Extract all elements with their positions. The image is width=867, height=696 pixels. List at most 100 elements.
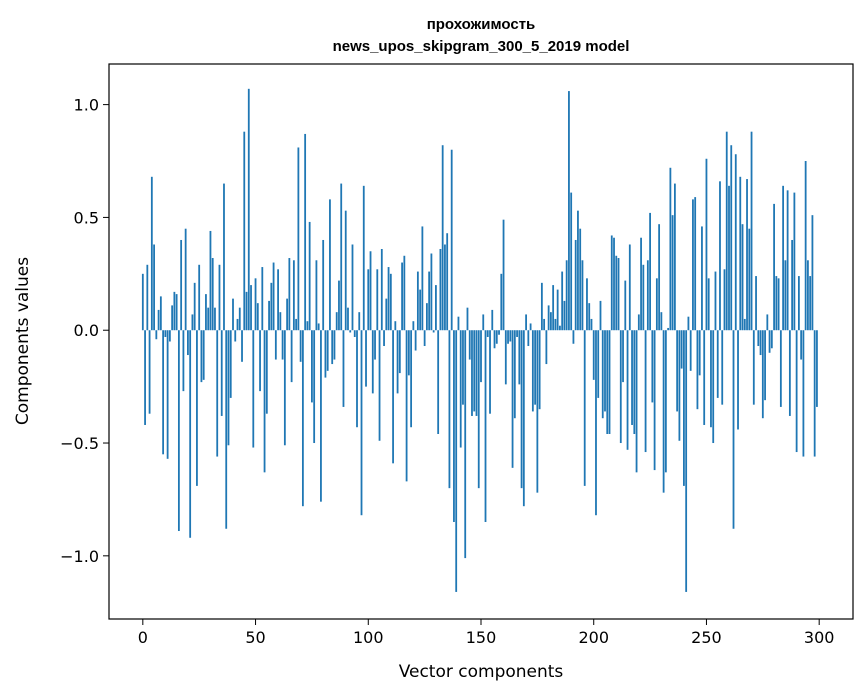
bar [250, 285, 252, 331]
bar [455, 330, 458, 592]
bar [401, 262, 403, 331]
bar [527, 330, 530, 347]
bar [714, 271, 717, 331]
bar [196, 330, 198, 486]
bar [245, 291, 248, 331]
bar [723, 269, 726, 331]
x-tick-label: 300 [804, 628, 835, 647]
bar [664, 330, 667, 473]
bar [374, 330, 376, 360]
bar [635, 330, 638, 473]
bar [489, 330, 491, 414]
bar [502, 219, 505, 331]
bar [444, 244, 446, 331]
bar [475, 330, 478, 416]
bar [549, 312, 552, 331]
bar [320, 330, 322, 502]
bar [283, 330, 286, 446]
bar [581, 260, 584, 331]
bar [705, 158, 708, 331]
bar [369, 251, 372, 331]
bar [588, 303, 591, 331]
bar [516, 330, 518, 337]
bar [545, 330, 548, 365]
bar [141, 273, 144, 331]
bar [403, 255, 406, 331]
bar [622, 330, 624, 383]
bar [367, 269, 370, 331]
bar [263, 330, 266, 473]
bar [281, 330, 284, 360]
bar [315, 260, 318, 331]
bar [669, 167, 672, 331]
bar [311, 330, 313, 403]
bar [274, 330, 277, 360]
bar [595, 330, 597, 516]
bar [378, 330, 381, 441]
bar [347, 307, 349, 331]
bar [782, 185, 785, 331]
bar [692, 199, 694, 331]
bar [561, 271, 564, 331]
bar [414, 330, 417, 351]
bar [297, 147, 300, 331]
bar [538, 330, 541, 410]
bar [732, 330, 735, 529]
bar [229, 330, 232, 398]
bar [335, 312, 338, 331]
bar [761, 330, 764, 419]
bar [484, 330, 487, 522]
bar [552, 285, 555, 331]
bar [428, 271, 431, 331]
bar [189, 330, 192, 538]
bar [644, 330, 647, 453]
bar [466, 307, 469, 331]
bar [721, 330, 724, 405]
bar [642, 264, 645, 331]
y-axis-ticks: −1.0 −0.5 0.0 0.5 1.0 [60, 96, 109, 566]
bar [791, 239, 794, 331]
bar [220, 330, 223, 416]
bar [615, 255, 618, 331]
y-tick-label: −0.5 [60, 434, 99, 453]
bar [430, 253, 433, 331]
bar [671, 215, 674, 331]
bar [568, 91, 570, 331]
bar [572, 330, 575, 344]
bar [351, 244, 354, 331]
bar [389, 273, 392, 331]
bar [162, 330, 165, 455]
bar [540, 282, 543, 331]
x-axis-label: Vector components [399, 662, 564, 682]
bar [270, 282, 273, 331]
bar [437, 330, 440, 434]
chart-title-line1: прохожимость [427, 16, 536, 33]
bar [646, 260, 649, 331]
bar [689, 330, 692, 371]
bar [410, 330, 413, 428]
bar [757, 330, 760, 347]
bar [701, 226, 703, 331]
bar [187, 330, 189, 356]
bar [153, 244, 155, 331]
bar [649, 212, 651, 331]
bar [583, 330, 586, 486]
bar [252, 330, 255, 448]
bar [342, 330, 345, 407]
bar [662, 330, 665, 493]
bar [608, 330, 611, 434]
bar [412, 321, 415, 331]
bar [716, 330, 719, 398]
bar [358, 312, 361, 331]
bar [207, 307, 210, 331]
bar [755, 276, 757, 331]
bar [191, 314, 194, 331]
bar [385, 298, 388, 331]
bar [344, 210, 347, 331]
bar [193, 282, 196, 331]
bar [725, 131, 728, 331]
bar [795, 330, 798, 453]
bar [394, 321, 397, 331]
x-tick-label: 200 [578, 628, 609, 647]
x-axis-ticks: 0 50 100 150 200 250 300 [138, 619, 835, 647]
